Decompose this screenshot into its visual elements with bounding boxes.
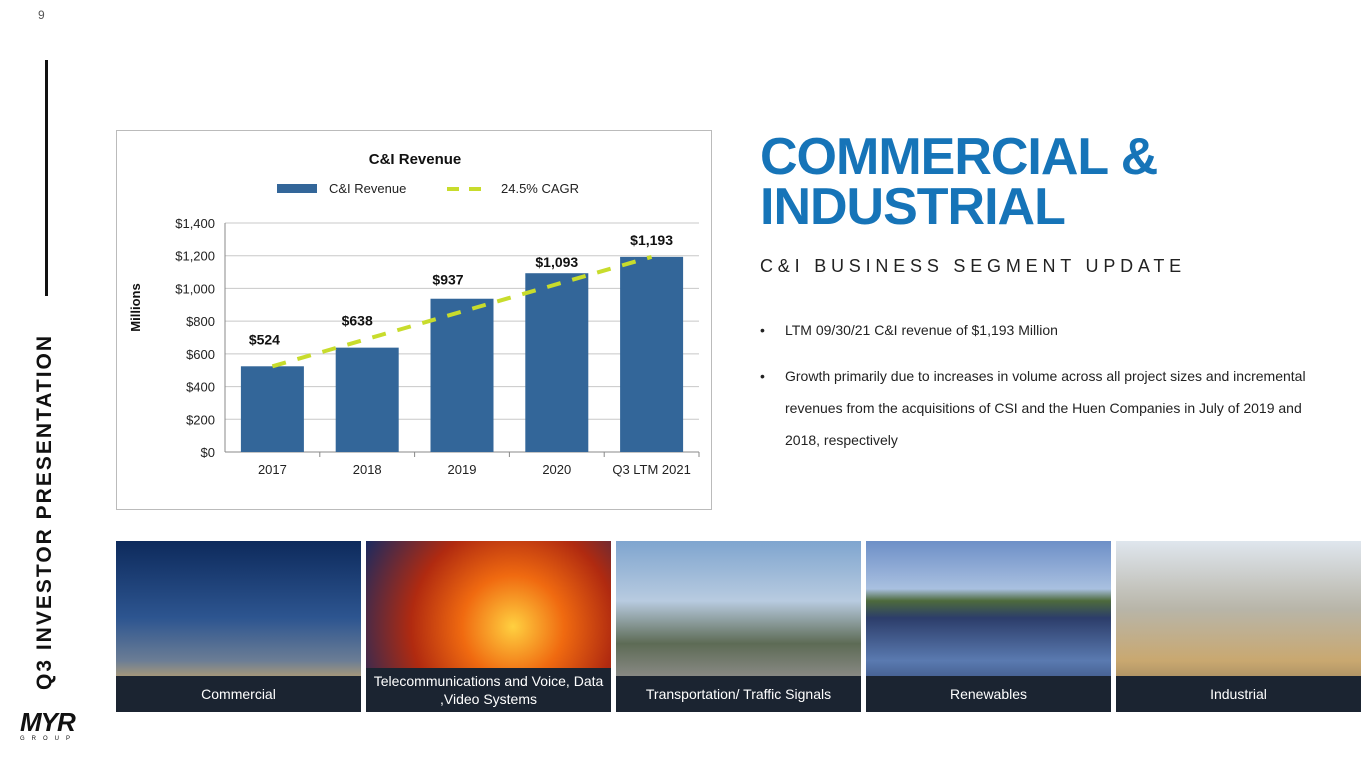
y-tick-label: $1,000: [175, 281, 215, 296]
data-label: $1,193: [630, 232, 673, 248]
data-label: $1,093: [535, 254, 578, 270]
y-tick-label: $1,400: [175, 216, 215, 231]
photo-caption: Commercial: [116, 676, 361, 712]
revenue-chart: C&I Revenue C&I Revenue 24.5% CAGR $0 $200 $4…: [116, 130, 712, 510]
x-tick-label: 2018: [353, 462, 382, 477]
photo-commercial: Commercial: [116, 541, 361, 712]
y-tick-label: $0: [201, 445, 215, 460]
side-label: Q3 INVESTOR PRESENTATION: [33, 333, 56, 690]
myr-group-logo: MYR GROUP: [20, 707, 80, 742]
photo-renewables: Renewables: [866, 541, 1111, 712]
bullet-dot: •: [760, 322, 765, 338]
title-line-1: COMMERCIAL &: [760, 128, 1158, 186]
photo-caption: Renewables: [866, 676, 1111, 712]
title-line-2: INDUSTRIAL: [760, 178, 1066, 236]
bar: [525, 273, 589, 452]
bullet-dot: •: [760, 368, 765, 384]
y-tick-label: $600: [186, 347, 215, 362]
legend-bar-swatch: [277, 184, 317, 193]
bar: [335, 347, 399, 452]
legend-bar-label: C&I Revenue: [329, 181, 406, 196]
y-axis-label: Millions: [128, 283, 143, 331]
logo-subtext: GROUP: [20, 736, 78, 742]
photo-caption: Industrial: [1116, 676, 1361, 712]
data-label: $524: [249, 331, 280, 347]
cagr-trend-line: [271, 254, 653, 369]
x-tick-label: Q3 LTM 2021: [612, 462, 691, 477]
bar: [620, 256, 684, 452]
bullet-text: LTM 09/30/21 C&I revenue of $1,193 Milli…: [785, 322, 1058, 338]
photo-caption: Telecommunications and Voice, Data ,Vide…: [366, 668, 611, 712]
x-tick-label: 2020: [542, 462, 571, 477]
bar: [430, 298, 494, 452]
chart-svg: C&I Revenue C&I Revenue 24.5% CAGR $0 $200 $4…: [128, 151, 700, 477]
photo-telecommunications: Telecommunications and Voice, Data ,Vide…: [366, 541, 611, 712]
logo-text: MYR: [20, 707, 76, 737]
x-tick-label: 2017: [258, 462, 287, 477]
photo-industrial: Industrial: [1116, 541, 1361, 712]
y-tick-label: $800: [186, 314, 215, 329]
data-label: $937: [432, 272, 463, 288]
photo-caption: Transportation/ Traffic Signals: [616, 676, 861, 712]
y-tick-label: $200: [186, 412, 215, 427]
data-label: $638: [342, 313, 373, 329]
bullet-text: Growth primarily due to increases in vol…: [785, 368, 1306, 448]
legend-line-label: 24.5% CAGR: [501, 181, 579, 196]
y-tick-label: $1,200: [175, 249, 215, 264]
bullet-item: • LTM 09/30/21 C&I revenue of $1,193 Mil…: [760, 314, 1320, 346]
page-subtitle: C&I BUSINESS SEGMENT UPDATE: [760, 256, 1186, 276]
bullet-item: • Growth primarily due to increases in v…: [760, 360, 1320, 456]
photo-transportation: Transportation/ Traffic Signals: [616, 541, 861, 712]
page-title: COMMERCIAL & INDUSTRIAL: [760, 128, 1158, 236]
page-number: 9: [38, 8, 45, 22]
y-tick-label: $400: [186, 380, 215, 395]
side-divider: [45, 60, 48, 296]
chart-title: C&I Revenue: [369, 151, 462, 168]
x-tick-label: 2019: [448, 462, 477, 477]
bar: [240, 366, 304, 452]
